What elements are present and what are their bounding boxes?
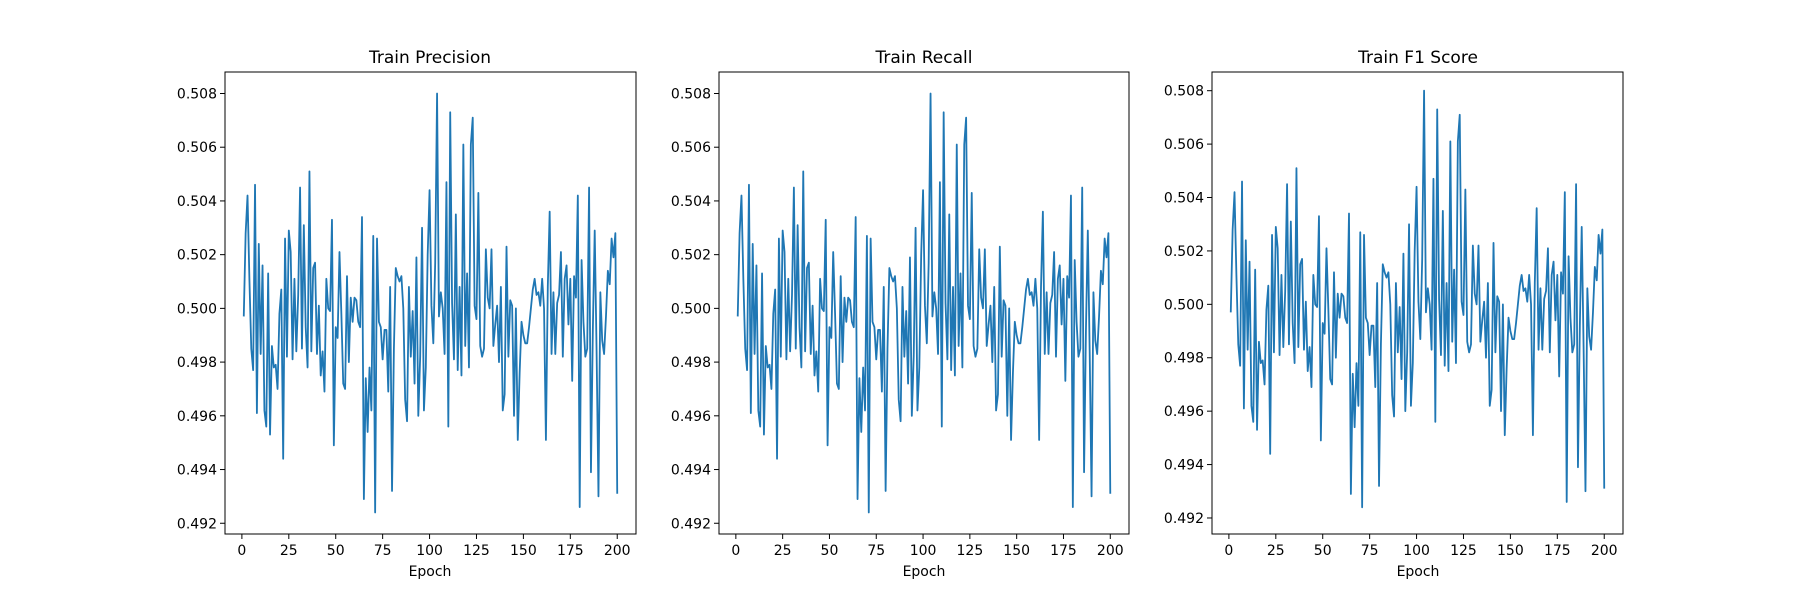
x-tick-label: 50 bbox=[327, 543, 345, 559]
x-tick-label: 25 bbox=[280, 543, 298, 559]
y-tick-label: 0.496 bbox=[177, 409, 217, 425]
y-tick-label: 0.492 bbox=[1164, 511, 1204, 527]
y-tick-label: 0.504 bbox=[1164, 191, 1204, 207]
x-tick-label: 150 bbox=[510, 543, 537, 559]
y-tick-label: 0.500 bbox=[177, 301, 217, 317]
x-axis-label: Epoch bbox=[1397, 564, 1440, 580]
x-tick-label: 175 bbox=[1050, 543, 1077, 559]
y-tick-label: 0.492 bbox=[671, 516, 711, 532]
panel-precision: Train Precision Epoch 0 25 50 75 100 125 150 17… bbox=[177, 48, 637, 580]
x-axis-label: Epoch bbox=[409, 564, 452, 580]
series-line bbox=[736, 92, 1112, 514]
axes-frame bbox=[1211, 71, 1624, 535]
y-tick-label: 0.508 bbox=[671, 86, 711, 102]
y-tick-label: 0.508 bbox=[1164, 84, 1204, 100]
x-tick-label: 0 bbox=[731, 543, 740, 559]
x-tick-label: 125 bbox=[957, 543, 984, 559]
chart-title: Train Precision bbox=[368, 48, 491, 68]
y-tick-label: 0.496 bbox=[1164, 404, 1204, 420]
y-tick-label: 0.494 bbox=[671, 463, 711, 479]
x-tick-label: 200 bbox=[1591, 543, 1618, 559]
y-tick-label: 0.494 bbox=[177, 463, 217, 479]
y-tick-label: 0.500 bbox=[1164, 297, 1204, 313]
x-tick-label: 150 bbox=[1003, 543, 1030, 559]
x-tick-label: 50 bbox=[1314, 543, 1332, 559]
axes-frame bbox=[718, 71, 1130, 535]
y-tick-label: 0.500 bbox=[671, 301, 711, 317]
x-tick-label: 75 bbox=[374, 543, 392, 559]
y-tick-label: 0.498 bbox=[1164, 351, 1204, 367]
x-tick-label: 25 bbox=[1267, 543, 1285, 559]
y-tick-label: 0.504 bbox=[671, 194, 711, 210]
y-tick-label: 0.502 bbox=[1164, 244, 1204, 260]
y-tick-label: 0.506 bbox=[177, 140, 217, 156]
x-tick-label: 50 bbox=[821, 543, 839, 559]
y-tick-label: 0.506 bbox=[1164, 137, 1204, 153]
y-tick-label: 0.498 bbox=[177, 355, 217, 371]
y-tick-label: 0.496 bbox=[671, 409, 711, 425]
x-tick-label: 25 bbox=[774, 543, 792, 559]
x-tick-label: 175 bbox=[557, 543, 584, 559]
panel-f1: Train F1 Score Epoch 0 25 50 75 100 125 150 175… bbox=[1164, 48, 1624, 580]
x-tick-label: 0 bbox=[237, 543, 246, 559]
chart-title: Train F1 Score bbox=[1357, 48, 1478, 68]
y-tick-label: 0.492 bbox=[177, 516, 217, 532]
y-tick-label: 0.498 bbox=[671, 355, 711, 371]
x-tick-label: 200 bbox=[1097, 543, 1124, 559]
x-tick-label: 200 bbox=[604, 543, 631, 559]
y-tick-label: 0.494 bbox=[1164, 458, 1204, 474]
x-tick-label: 75 bbox=[867, 543, 885, 559]
x-tick-label: 125 bbox=[1450, 543, 1477, 559]
x-tick-label: 100 bbox=[416, 543, 443, 559]
y-tick-label: 0.508 bbox=[177, 86, 217, 102]
x-tick-label: 75 bbox=[1361, 543, 1379, 559]
series-line bbox=[242, 92, 619, 514]
x-tick-label: 125 bbox=[463, 543, 490, 559]
y-tick-label: 0.502 bbox=[671, 248, 711, 264]
x-tick-label: 100 bbox=[910, 543, 937, 559]
y-tick-label: 0.506 bbox=[671, 140, 711, 156]
chart-title: Train Recall bbox=[875, 48, 973, 68]
panel-recall: Train Recall Epoch 0 25 50 75 100 125 150 175 20… bbox=[671, 48, 1130, 580]
axes-frame bbox=[224, 71, 637, 535]
x-tick-label: 175 bbox=[1544, 543, 1571, 559]
series-line bbox=[1229, 89, 1606, 509]
x-tick-label: 150 bbox=[1497, 543, 1524, 559]
y-tick-label: 0.502 bbox=[177, 248, 217, 264]
y-tick-label: 0.504 bbox=[177, 194, 217, 210]
x-tick-label: 0 bbox=[1224, 543, 1233, 559]
x-tick-label: 100 bbox=[1403, 543, 1430, 559]
x-axis-label: Epoch bbox=[903, 564, 946, 580]
